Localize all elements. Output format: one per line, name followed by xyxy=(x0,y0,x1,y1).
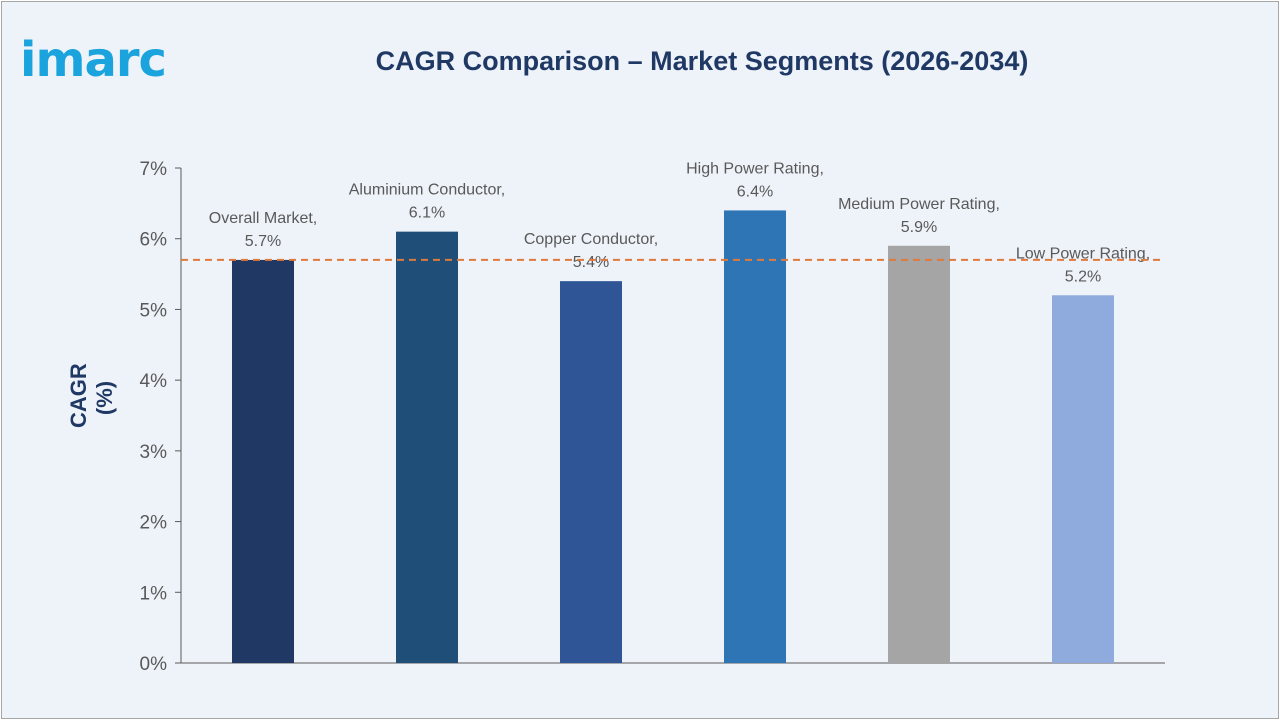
data-label-name: Copper Conductor, xyxy=(524,231,658,248)
y-tick-label: 7% xyxy=(140,159,168,180)
bar xyxy=(888,245,950,664)
y-tick-label: 5% xyxy=(140,300,168,321)
y-tick-label: 2% xyxy=(140,513,168,534)
data-label-value: 6.1% xyxy=(409,205,445,222)
y-tick-label: 4% xyxy=(140,371,168,392)
chart-title: CAGR Comparison – Market Segments (2026-… xyxy=(375,46,1029,76)
data-label-name: Medium Power Rating, xyxy=(838,196,1000,213)
data-label-value: 5.4% xyxy=(573,254,609,271)
data-label-value: 6.4% xyxy=(737,183,773,200)
bar xyxy=(560,281,622,663)
data-label-value: 5.7% xyxy=(245,233,281,250)
bar xyxy=(232,259,294,663)
y-tick-label: 1% xyxy=(140,583,168,604)
data-label-value: 5.9% xyxy=(901,219,937,236)
bar xyxy=(396,231,458,663)
bar xyxy=(1052,295,1114,663)
data-label-name: Aluminium Conductor, xyxy=(349,182,506,199)
imarc-logo: imarc xyxy=(20,18,205,88)
bar xyxy=(724,210,786,663)
logo-text: imarc xyxy=(20,32,167,88)
data-label-name: High Power Rating, xyxy=(686,160,824,177)
y-tick-label: 0% xyxy=(140,654,168,675)
data-label-name: Overall Market, xyxy=(209,210,317,227)
data-label-value: 5.2% xyxy=(1065,268,1101,285)
y-tick-label: 6% xyxy=(140,230,168,251)
data-label-name: Low Power Rating, xyxy=(1016,245,1150,262)
y-tick-label: 3% xyxy=(140,442,168,463)
